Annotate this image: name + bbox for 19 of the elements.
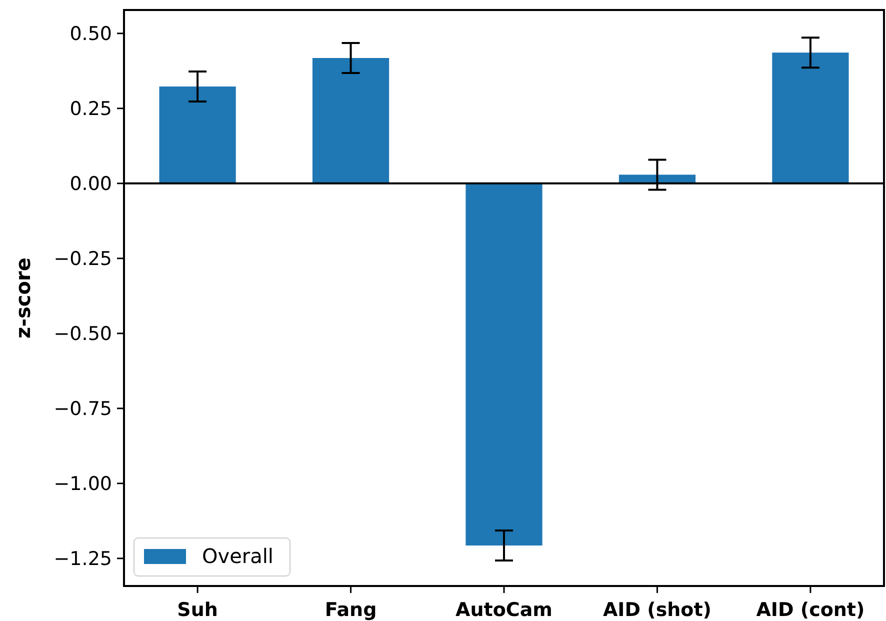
y-tick-label: −0.50: [54, 323, 112, 346]
bar: [772, 52, 849, 184]
bar: [159, 86, 236, 184]
x-tick-label: AID (shot): [602, 599, 712, 621]
x-tick-label: AID (cont): [756, 599, 865, 621]
bar: [466, 183, 542, 546]
y-tick-label: −1.00: [54, 473, 112, 496]
x-tick-label: Fang: [324, 599, 377, 621]
y-tick-label: −0.25: [54, 248, 112, 270]
legend-label: Overall: [202, 544, 274, 568]
y-tick-label: −1.25: [54, 548, 112, 570]
y-tick-label: 0.00: [70, 173, 112, 196]
x-tick-label: Suh: [177, 599, 218, 621]
y-axis-title: z-score: [11, 258, 35, 338]
x-tick-label: AutoCam: [456, 599, 552, 621]
y-tick-label: −0.75: [54, 398, 112, 420]
y-tick-label: 0.25: [70, 98, 112, 120]
y-tick-label: 0.50: [70, 23, 112, 46]
bar: [312, 58, 390, 184]
